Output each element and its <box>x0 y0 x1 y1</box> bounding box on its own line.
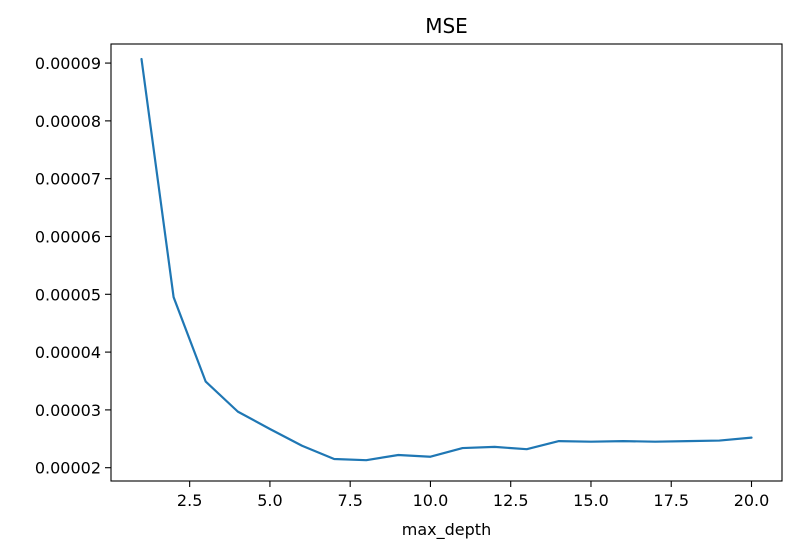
y-tick-label: 0.00009 <box>35 54 101 73</box>
x-axis-label: max_depth <box>402 520 491 540</box>
y-tick-label: 0.00006 <box>35 227 101 246</box>
y-axis-ticks: 0.00002 0.00003 0.00004 0.00005 0.00006 0.000… <box>35 54 111 478</box>
x-tick-label: 15.0 <box>573 491 609 510</box>
x-tick-label: 5.0 <box>257 491 282 510</box>
y-tick-label: 0.00002 <box>35 459 101 478</box>
y-tick-label: 0.00004 <box>35 343 101 362</box>
plot-frame <box>110 43 783 482</box>
x-tick-label: 17.5 <box>653 491 689 510</box>
series-line <box>140 57 753 462</box>
chart-title: MSE <box>425 14 468 38</box>
y-tick-label: 0.00007 <box>35 170 101 189</box>
x-axis-ticks: 2.5 5.0 7.5 10.0 12.5 15.0 17.5 20.0 <box>177 481 769 510</box>
x-tick-label: 7.5 <box>337 491 362 510</box>
x-tick-label: 12.5 <box>493 491 529 510</box>
x-tick-label: 2.5 <box>177 491 202 510</box>
x-tick-label: 10.0 <box>413 491 449 510</box>
x-tick-label: 20.0 <box>734 491 770 510</box>
y-tick-label: 0.00005 <box>35 285 101 304</box>
y-tick-label: 0.00008 <box>35 112 101 131</box>
y-tick-label: 0.00003 <box>35 401 101 420</box>
